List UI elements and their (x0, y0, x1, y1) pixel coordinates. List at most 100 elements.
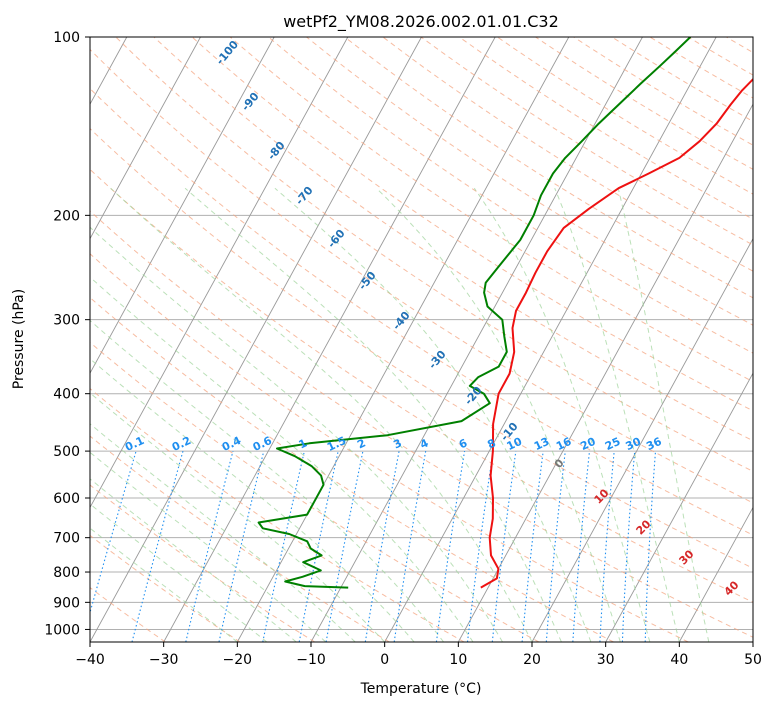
moist-adiabat-label: 20 (634, 517, 654, 537)
x-tick-label: −10 (296, 652, 326, 668)
y-tick-label: 600 (53, 491, 80, 507)
mixing-ratio-line (218, 450, 265, 642)
dry-adiabat-label: -60 (325, 227, 348, 251)
dry-adiabat-line (535, 37, 753, 170)
y-tick-label: 900 (53, 595, 80, 611)
moist-adiabat-line (376, 187, 621, 642)
dry-adiabat-label: -70 (293, 184, 316, 208)
x-tick-label: −20 (223, 652, 253, 668)
mixing-ratio-line (466, 451, 494, 642)
grid-layer (90, 37, 775, 642)
moist-adiabat-line (274, 187, 592, 642)
dry-adiabat-line (229, 37, 753, 383)
mixing-ratio-line (644, 451, 657, 642)
isotherm-line (531, 237, 753, 642)
dewpoint-profile-line (257, 37, 692, 589)
moist-adiabat-label: 30 (677, 547, 697, 567)
dry-adiabat-line (497, 37, 753, 195)
mixing-ratio-label: 13 (532, 435, 551, 453)
data-layer (257, 37, 753, 589)
dry-adiabat-line (764, 37, 775, 642)
dry-adiabat-line (573, 37, 753, 146)
isotherm-line (90, 37, 275, 375)
isotherm-line (310, 37, 643, 642)
dry-adiabat-line (726, 37, 753, 54)
isotherm-line (90, 37, 422, 642)
isotherm-line (90, 37, 201, 240)
y-tick-label: 500 (53, 444, 80, 460)
x-axis-label: Temperature (°C) (360, 681, 482, 697)
mixing-ratio-line (262, 450, 305, 642)
dry-adiabat-label: -20 (462, 384, 485, 408)
moist-adiabat-line (90, 423, 356, 642)
x-tick-label: 40 (670, 652, 688, 668)
dry-adiabat-line (153, 37, 753, 442)
mixing-ratio-line (393, 451, 427, 642)
moist-adiabat-line (90, 226, 503, 642)
mixing-ratio-label: 4 (418, 436, 431, 451)
isotherm-line (90, 37, 349, 509)
y-tick-label: 100 (53, 30, 80, 46)
tick-layer: −40 −30 −20 −10 0 10 20 30 40 50 100 200 300 400 500 60… (44, 30, 762, 668)
chart-title: wetPf2_YM08.2026.002.01.01.C32 (283, 12, 559, 32)
isotherm-line (163, 37, 496, 642)
y-axis-label: Pressure (hPa) (11, 289, 27, 389)
mixing-ratio-line (621, 451, 636, 642)
mixing-ratio-line (131, 450, 184, 642)
x-tick-label: −40 (75, 652, 105, 668)
mixing-ratio-line (491, 451, 517, 642)
dry-adiabat-label: -80 (265, 139, 288, 163)
dry-adiabat-line (90, 168, 753, 603)
dry-adiabat-line (344, 37, 753, 299)
y-tick-label: 400 (53, 387, 80, 403)
x-tick-label: 0 (380, 652, 389, 668)
dry-adiabat-line (611, 37, 753, 122)
mixing-ratio-label: 30 (624, 435, 644, 453)
dry-adiabat-line (687, 37, 753, 76)
dry-adiabat-label: -100 (213, 38, 241, 68)
mixing-ratio-line (325, 450, 364, 642)
mixing-ratio-line (185, 450, 234, 642)
moist-adiabat-line (184, 187, 562, 642)
mixing-ratio-line (599, 451, 615, 642)
moist-adiabat-line (90, 358, 415, 642)
mixing-ratio-label: 36 (644, 435, 664, 453)
dry-adiabat-line (90, 296, 614, 642)
x-tick-label: 20 (523, 652, 541, 668)
dry-adiabat-line (90, 435, 390, 642)
isotherm-line (605, 372, 753, 642)
temperature-profile-line (480, 77, 753, 589)
isotherm-line (236, 37, 570, 642)
dry-adiabat-line (90, 387, 465, 642)
dry-adiabat-line (458, 37, 753, 220)
isotherm-line (678, 506, 753, 642)
mixing-ratio-line (298, 450, 339, 642)
dry-adiabat-line (90, 484, 315, 642)
isotherm-line (752, 641, 753, 642)
y-tick-label: 700 (53, 531, 80, 547)
dry-adiabat-line (90, 253, 689, 642)
dry-adiabat-line (420, 37, 753, 246)
dry-adiabat-line (90, 534, 241, 642)
x-tick-label: 50 (744, 652, 762, 668)
moist-adiabat-line (110, 187, 533, 642)
moist-adiabat-line (90, 451, 327, 642)
dry-adiabat-line (306, 37, 753, 326)
moist-adiabat-line (90, 527, 238, 642)
mixing-ratio-label: 16 (554, 435, 574, 453)
mixing-ratio-line (521, 451, 544, 642)
mixing-ratio-label: 10 (505, 435, 525, 453)
dry-adiabat-line (268, 37, 753, 354)
dry-adiabat-line (90, 127, 753, 569)
dry-adiabat-label: -40 (390, 309, 413, 333)
x-tick-label: 10 (449, 652, 467, 668)
y-tick-label: 300 (53, 313, 80, 329)
dry-adiabat-line (191, 37, 753, 412)
moist-adiabat-label: 10 (592, 486, 612, 506)
mixing-ratio-line (435, 451, 466, 642)
y-tick-label: 200 (53, 208, 80, 224)
plot-frame (89, 36, 754, 643)
dry-adiabat-line (382, 37, 753, 272)
dry-adiabat-line (90, 341, 540, 642)
